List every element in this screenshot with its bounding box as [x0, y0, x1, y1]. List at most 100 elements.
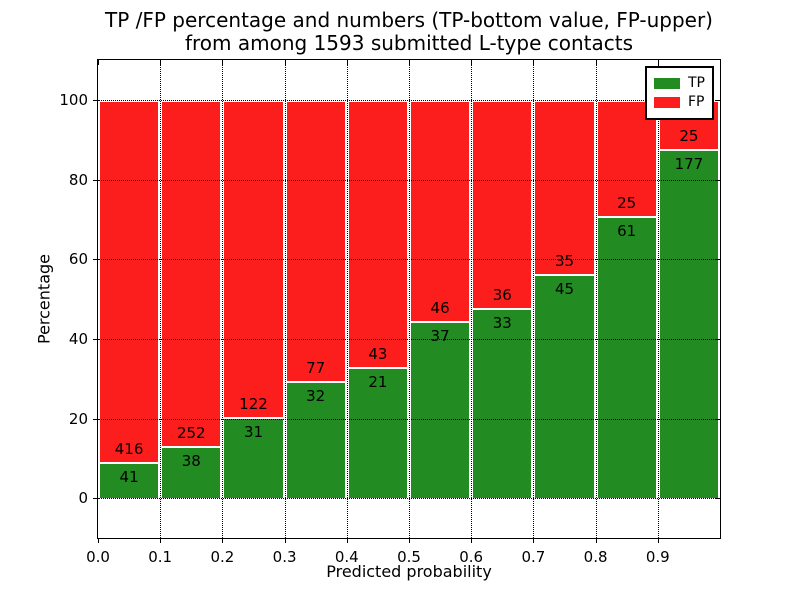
- x-tick-mark-top: [160, 60, 162, 65]
- x-tick-mark-top: [284, 60, 286, 65]
- y-tick-mark: [93, 99, 98, 101]
- v-gridline: [595, 60, 597, 538]
- x-tick-label: 0.9: [645, 548, 670, 566]
- y-tick-mark: [93, 338, 98, 340]
- x-tick-mark: [533, 538, 535, 543]
- legend: TP FP: [645, 66, 714, 120]
- tp-count-label: 45: [554, 280, 575, 299]
- x-tick-mark: [284, 538, 286, 543]
- tp-count-label: 61: [617, 221, 637, 240]
- axes-frame: [97, 59, 721, 539]
- v-gridline: [657, 60, 659, 538]
- x-tick-label: 0.8: [583, 548, 608, 566]
- fp-count-label: 252: [176, 423, 206, 442]
- fp-swatch-icon: [654, 97, 680, 108]
- fp-bar-segment: [160, 99, 223, 446]
- tp-swatch-icon: [654, 78, 680, 89]
- x-tick-mark: [222, 538, 224, 543]
- x-tick-label: 0.3: [272, 548, 297, 566]
- tp-bar-segment: [222, 417, 285, 499]
- y-tick-mark: [93, 498, 98, 500]
- v-gridline: [533, 60, 535, 538]
- tp-count-label: 177: [674, 155, 704, 174]
- x-tick-mark-top: [533, 60, 535, 65]
- x-tick-mark-top: [595, 60, 597, 65]
- fp-count-label: 25: [679, 127, 699, 146]
- tp-bar-segment: [595, 215, 658, 499]
- y-axis-label: Percentage: [34, 253, 54, 345]
- y-tick-label: 20: [68, 409, 88, 428]
- fp-count-label: 416: [114, 440, 144, 459]
- x-tick-label: 0.6: [459, 548, 484, 566]
- v-gridline: [346, 60, 348, 538]
- x-tick-mark-top: [346, 60, 348, 65]
- fp-bar-segment: [222, 99, 285, 418]
- x-tick-label: 0.1: [148, 548, 173, 566]
- tp-count-label: 31: [243, 423, 264, 442]
- x-tick-mark: [595, 538, 597, 543]
- tp-bar-segment: [346, 367, 409, 499]
- chart-title-line2: from among 1593 submitted L-type contact…: [184, 31, 634, 55]
- tp-bar-segment: [409, 320, 472, 499]
- x-tick-mark: [409, 538, 410, 543]
- tp-bar-segment: [284, 381, 347, 499]
- x-tick-mark-top: [657, 60, 659, 65]
- tp-count-label: 32: [306, 387, 326, 406]
- fp-bar-segment: [471, 99, 534, 308]
- x-tick-mark-top: [409, 60, 410, 65]
- y-tick-label: 40: [68, 329, 88, 348]
- tp-bar-segment: [160, 445, 223, 499]
- y-tick-mark-right: [715, 498, 720, 500]
- y-tick-label: 0: [78, 489, 88, 508]
- x-tick-label: 0.2: [210, 548, 235, 566]
- fp-count-label: 122: [239, 395, 268, 414]
- x-tick-label: 0.0: [86, 548, 110, 566]
- v-gridline: [471, 60, 473, 538]
- fp-count-label: 35: [554, 252, 575, 271]
- y-tick-mark-right: [715, 179, 720, 181]
- legend-item-fp: FP: [654, 94, 705, 111]
- x-tick-label: 0.4: [334, 548, 359, 566]
- y-tick-label: 100: [59, 90, 88, 109]
- fp-count-label: 46: [430, 298, 450, 317]
- x-tick-label: 0.5: [397, 548, 421, 566]
- tp-count-label: 38: [181, 451, 201, 470]
- y-tick-mark: [93, 259, 98, 261]
- fp-legend-label: FP: [688, 94, 705, 110]
- x-tick-mark: [98, 538, 99, 543]
- tp-count-label: 37: [430, 326, 450, 345]
- fp-bar-segment: [409, 99, 472, 321]
- tp-bar-segment: [533, 274, 596, 499]
- y-tick-label: 60: [68, 250, 88, 269]
- v-gridline: [409, 60, 410, 538]
- tp-bar-segment: [657, 149, 720, 499]
- x-tick-mark-top: [98, 60, 99, 65]
- x-tick-mark: [346, 538, 348, 543]
- fp-bar-segment: [98, 99, 161, 463]
- x-tick-label: 0.7: [521, 548, 546, 566]
- v-gridline: [222, 60, 224, 538]
- x-axis-label: Predicted probability: [326, 562, 492, 581]
- y-tick-mark-right: [715, 338, 720, 340]
- x-tick-mark: [160, 538, 162, 543]
- y-tick-mark-right: [715, 99, 720, 101]
- v-gridline: [284, 60, 286, 538]
- y-tick-mark-right: [715, 259, 720, 261]
- chart-title: TP /FP percentage and numbers (TP-bottom…: [98, 9, 720, 55]
- x-tick-mark-top: [471, 60, 473, 65]
- y-tick-label: 80: [68, 170, 88, 189]
- fp-count-label: 43: [368, 345, 388, 364]
- y-tick-mark: [93, 418, 98, 420]
- tp-legend-label: TP: [688, 75, 705, 91]
- fp-bar-segment: [284, 99, 347, 382]
- x-tick-mark: [471, 538, 473, 543]
- tp-count-label: 21: [368, 373, 388, 392]
- fp-count-label: 77: [306, 359, 326, 378]
- fp-count-label: 25: [617, 193, 637, 212]
- tp-count-label: 33: [492, 313, 512, 332]
- fp-count-label: 36: [492, 285, 512, 304]
- fp-bar-segment: [533, 99, 596, 275]
- x-tick-mark: [657, 538, 659, 543]
- chart-title-line1: TP /FP percentage and numbers (TP-bottom…: [105, 8, 713, 32]
